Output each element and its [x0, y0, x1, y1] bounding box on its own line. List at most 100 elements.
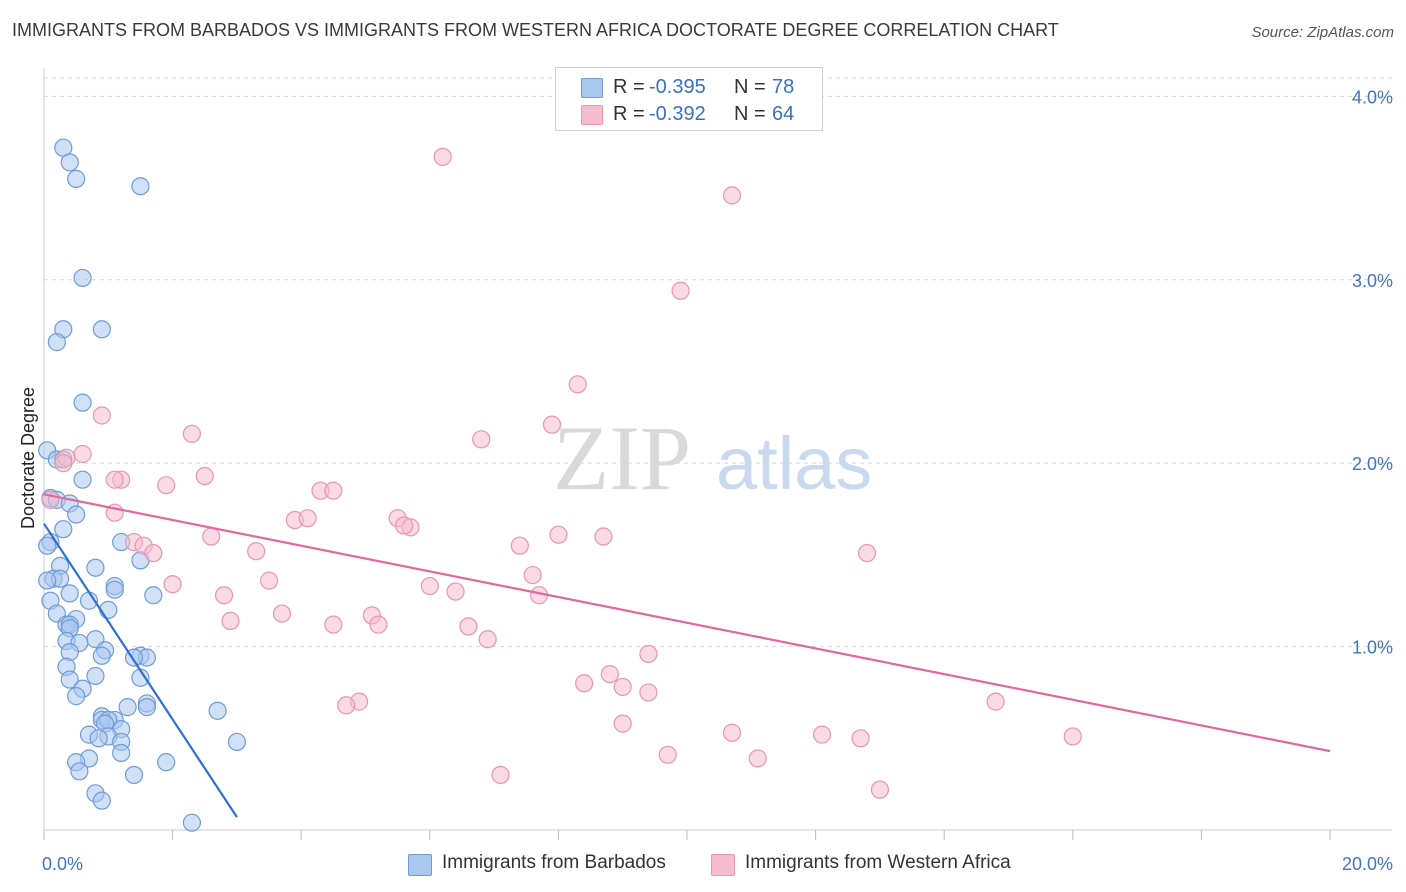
point-barbados — [144, 586, 163, 605]
point-western-africa — [748, 749, 767, 768]
point-western-africa — [510, 536, 529, 555]
point-western-africa — [324, 481, 343, 500]
point-barbados — [105, 580, 124, 599]
point-western-africa — [214, 586, 234, 605]
point-barbados — [60, 642, 79, 662]
trend-lines — [43, 493, 1331, 818]
point-western-africa — [812, 725, 832, 744]
data-points — [38, 138, 1082, 832]
legend-n-value: 64 — [772, 103, 795, 125]
point-western-africa — [639, 683, 658, 702]
watermark: ZIP atlas — [553, 407, 872, 509]
point-western-africa — [549, 525, 568, 544]
point-western-africa — [459, 617, 478, 636]
legend-swatch-western-africa — [581, 105, 603, 125]
point-western-africa — [600, 664, 619, 684]
point-western-africa — [722, 186, 742, 205]
point-barbados — [60, 153, 79, 172]
point-western-africa — [594, 527, 613, 546]
point-western-africa — [259, 571, 279, 590]
point-western-africa — [671, 281, 690, 300]
point-barbados — [67, 687, 86, 706]
point-barbados — [38, 571, 57, 590]
point-western-africa — [851, 729, 870, 748]
point-western-africa — [986, 692, 1005, 711]
point-western-africa — [613, 677, 632, 697]
point-barbados — [89, 729, 108, 748]
point-barbados — [86, 558, 105, 577]
grid-lines — [44, 77, 1392, 648]
point-western-africa — [369, 615, 388, 634]
point-barbados — [137, 698, 156, 717]
legend-r-value: -0.395 — [649, 76, 706, 98]
point-western-africa — [163, 575, 182, 594]
x-tick-label: 20.0% — [1342, 854, 1393, 874]
point-western-africa — [658, 745, 677, 764]
point-western-africa — [182, 424, 201, 443]
point-western-africa — [54, 454, 73, 473]
point-barbados — [112, 743, 131, 763]
point-barbados — [60, 670, 79, 689]
point-western-africa — [446, 582, 465, 601]
point-barbados — [67, 505, 86, 524]
point-western-africa — [157, 476, 176, 495]
point-western-africa — [1063, 727, 1082, 746]
point-western-africa — [272, 604, 292, 623]
point-western-africa — [298, 509, 317, 528]
point-western-africa — [478, 630, 497, 649]
point-barbados — [73, 470, 92, 489]
point-western-africa — [337, 696, 356, 715]
point-barbados — [182, 813, 201, 832]
point-barbados — [227, 732, 246, 752]
series-swatch-western-africa — [711, 854, 735, 876]
legend-n-value: 78 — [772, 76, 795, 98]
trendline-barbados — [43, 523, 238, 818]
point-barbados — [92, 791, 111, 810]
legend-r-label: R = — [613, 76, 645, 98]
point-western-africa — [247, 542, 266, 561]
trendline-western-africa — [43, 493, 1331, 753]
point-western-africa — [73, 444, 92, 464]
source-label: Source: ZipAtlas.com — [1251, 24, 1394, 41]
x-tick-label: 0.0% — [42, 854, 83, 874]
y-tick-label: 4.0% — [1352, 87, 1393, 107]
watermark-zip: ZIP — [553, 407, 691, 509]
point-western-africa — [420, 576, 439, 596]
chart-title: IMMIGRANTS FROM BARBADOS VS IMMIGRANTS F… — [12, 20, 1059, 40]
point-western-africa — [433, 147, 452, 166]
point-western-africa — [542, 415, 562, 434]
point-western-africa — [144, 543, 163, 563]
legend-n-label: N = — [734, 76, 766, 98]
point-western-africa — [472, 430, 491, 449]
point-barbados — [67, 169, 86, 188]
tick-labels: 1.0% 2.0% 3.0% 4.0% 0.0% 20.0% — [42, 87, 1393, 874]
point-western-africa — [639, 644, 658, 664]
point-western-africa — [568, 375, 587, 394]
point-western-africa — [575, 674, 594, 693]
point-western-africa — [857, 543, 877, 563]
point-barbados — [38, 536, 57, 555]
point-western-africa — [870, 780, 890, 799]
y-tick-label: 2.0% — [1352, 454, 1393, 474]
point-barbados — [73, 393, 92, 412]
point-western-africa — [523, 565, 542, 585]
point-western-africa — [613, 714, 632, 733]
point-barbados — [124, 765, 144, 785]
point-western-africa — [394, 516, 414, 535]
legend-r-label: R = — [613, 103, 645, 125]
y-tick-label: 1.0% — [1352, 638, 1393, 658]
series-swatch-barbados — [408, 854, 432, 876]
legend-n-label: N = — [734, 103, 766, 125]
legend-swatch-barbados — [581, 78, 603, 98]
point-barbados — [60, 584, 79, 603]
series-label-barbados: Immigrants from Barbados — [442, 852, 666, 873]
point-western-africa — [92, 406, 111, 425]
point-barbados — [70, 762, 89, 781]
y-axis-label: Doctorate Degree — [18, 387, 38, 529]
point-barbados — [131, 177, 150, 196]
point-barbados — [208, 701, 227, 720]
point-barbados — [92, 646, 111, 665]
point-western-africa — [195, 466, 214, 486]
point-barbados — [54, 520, 73, 539]
